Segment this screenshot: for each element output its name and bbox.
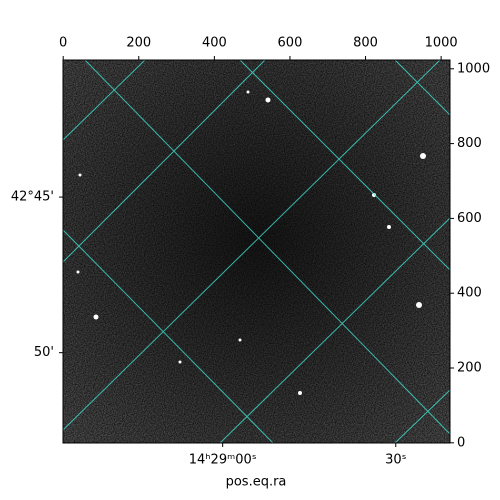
- y-tick-label: 600: [457, 211, 482, 226]
- x-tick-label: 600: [278, 36, 303, 51]
- dec-tick-label: 42°45': [11, 190, 54, 205]
- x-tick-label: 1000: [425, 36, 458, 51]
- y-tick-label: 800: [457, 136, 482, 151]
- dec-tick-label: 50': [34, 345, 54, 360]
- x-axis-label: pos.eq.ra: [226, 475, 287, 490]
- x-tick-label: 400: [202, 36, 227, 51]
- y-tick-label: 400: [457, 286, 482, 301]
- y-tick-label: 200: [457, 361, 482, 376]
- ra-tick-label: 14ʰ29ᵐ00ˢ: [189, 453, 257, 468]
- y-tick-label: 0: [457, 435, 465, 450]
- ra-tick-label: 30ˢ: [385, 453, 407, 468]
- x-tick-label: 800: [353, 36, 378, 51]
- sky-image: [63, 60, 450, 443]
- axes-frame: [62, 59, 451, 444]
- x-tick-label: 0: [59, 36, 67, 51]
- coordinate-grid: [63, 60, 450, 443]
- x-tick-label: 200: [126, 36, 151, 51]
- y-tick-label: 1000: [457, 61, 490, 76]
